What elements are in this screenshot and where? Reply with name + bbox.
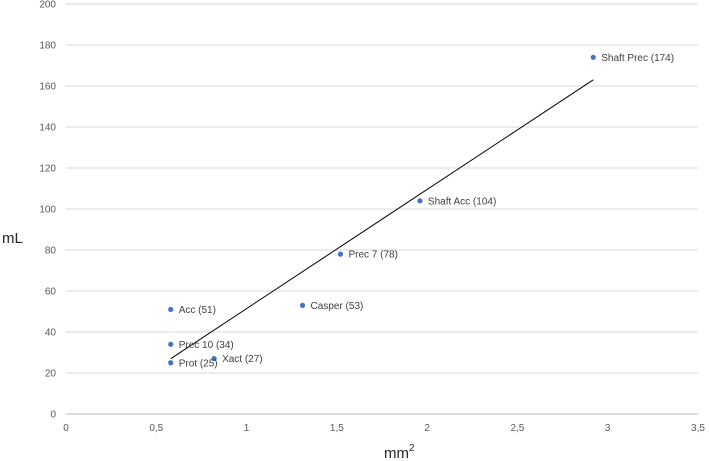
data-point-label: Casper (53) [311, 301, 364, 312]
data-points [168, 54, 596, 366]
x-tick-label: 2 [424, 423, 430, 434]
x-tick-label: 0,5 [149, 423, 163, 434]
y-tick-label: 120 [39, 164, 56, 175]
data-point [417, 198, 423, 204]
data-point-label: Acc (51) [179, 305, 216, 316]
y-tick-label: 0 [50, 410, 56, 421]
y-axis-title: mL [2, 230, 23, 247]
y-tick-label: 20 [45, 369, 57, 380]
y-tick-label: 100 [39, 205, 56, 216]
x-axis-title: mm2 [384, 443, 415, 461]
data-point-label: Shaft Prec (174) [601, 53, 674, 64]
x-tick-labels: 0 0,5 1 1,5 2 2,5 3 3,5 [63, 423, 705, 434]
data-point [168, 306, 174, 313]
grid-lines [66, 3, 698, 374]
y-tick-labels: 0 20 40 60 80 100 120 140 160 180 200 [39, 0, 56, 421]
data-point [211, 356, 217, 362]
y-tick-label: 180 [39, 41, 56, 52]
data-point-label: Prec 10 (34) [179, 340, 234, 351]
trendline [170, 79, 594, 360]
x-tick-label: 3,5 [691, 423, 705, 434]
data-point-label: Shaft Acc (104) [428, 196, 496, 207]
data-point [337, 251, 344, 257]
x-tick-label: 0 [63, 423, 69, 434]
data-point [590, 54, 596, 60]
x-tick-label: 3 [605, 423, 611, 434]
x-tick-label: 2,5 [510, 423, 524, 434]
data-point-label: Xact (27) [222, 354, 263, 365]
y-tick-label: 160 [39, 82, 56, 93]
y-tick-label: 200 [39, 0, 56, 11]
data-point [168, 360, 174, 366]
data-point-label: Prot (25) [179, 358, 218, 369]
data-point-labels: Acc (51) Prec 10 (34) Prot (25) Xact (27) Ca… [179, 53, 674, 369]
y-tick-label: 80 [45, 246, 57, 257]
data-point [168, 341, 174, 347]
x-axis-title-superscript: 2 [409, 443, 415, 454]
data-point-label: Prec 7 (78) [348, 250, 397, 261]
x-tick-label: 1 [244, 423, 250, 434]
data-point [299, 302, 306, 308]
x-tick-label: 1,5 [330, 423, 344, 434]
y-tick-label: 40 [45, 328, 57, 339]
y-tick-label: 140 [39, 123, 56, 134]
y-tick-label: 60 [45, 287, 57, 298]
x-axis-title-base: mm [384, 445, 409, 461]
